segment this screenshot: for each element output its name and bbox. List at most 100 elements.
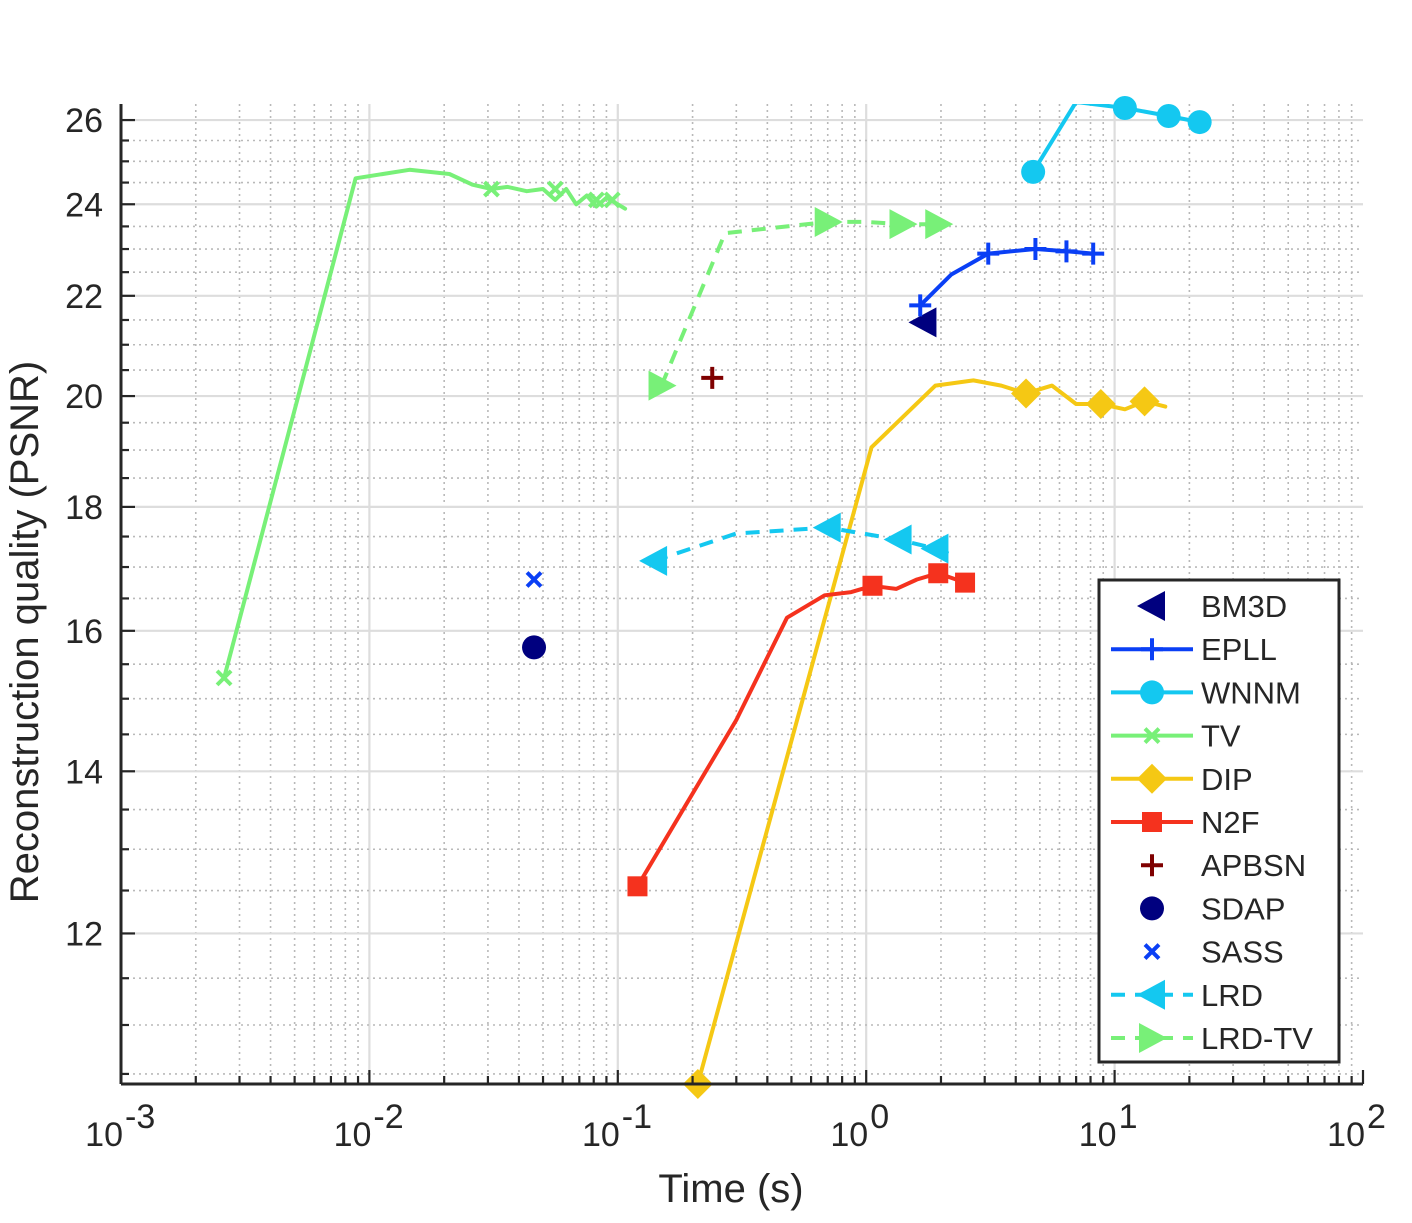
x-tick-label-exponent: -2: [373, 1098, 403, 1136]
legend-marker-wnnm: [1140, 680, 1164, 705]
marker-layer: [215, 95, 1212, 1099]
legend-marker-bm3d: [1137, 591, 1165, 621]
x-tick-label-base: 10: [1327, 1116, 1365, 1154]
data-point-lrd: [812, 512, 841, 543]
x-tick-label: 10 2: [1327, 1098, 1386, 1154]
legend-entry-epll: EPLL: [1111, 632, 1277, 667]
data-point-n2f: [955, 572, 976, 593]
y-tick-label: 18: [65, 489, 103, 527]
x-tick-label-base: 10: [334, 1116, 372, 1154]
data-point-bm3d: [908, 307, 937, 338]
legend-label-sass: SASS: [1201, 935, 1284, 970]
y-tick-label: 26: [65, 102, 103, 140]
data-point-wnnm: [1187, 110, 1212, 135]
legend-entry-bm3d: BM3D: [1137, 589, 1287, 624]
legend-marker-sdap: [1140, 896, 1164, 921]
x-tick-label-base: 10: [582, 1116, 620, 1154]
legend-label-tv: TV: [1201, 719, 1241, 754]
legend-label-apbsn: APBSN: [1201, 848, 1306, 883]
x-tick-label: 10 -2: [334, 1098, 404, 1154]
data-point-tv: [603, 191, 621, 209]
x-tick-label: 10 1: [1079, 1098, 1138, 1154]
data-point-lrd: [920, 533, 949, 564]
data-point-tv: [215, 669, 233, 687]
y-tick-label: 16: [65, 613, 103, 651]
data-point-n2f: [862, 575, 883, 596]
y-tick-label: 14: [65, 753, 103, 791]
legend-entry-sass: SASS: [1143, 935, 1284, 970]
legend-entry-lrd: LRD: [1111, 978, 1263, 1013]
legend-entry-sdap: SDAP: [1140, 891, 1285, 926]
data-point-wnnm: [1112, 95, 1137, 120]
y-tick-label: 12: [65, 915, 103, 953]
legend: BM3D EPLL WNNM TV DIP N2F APBSN SDAP SASS LRD LRD-…: [1097, 578, 1341, 1064]
legend-label-lrd: LRD: [1201, 978, 1263, 1013]
series-line-dip: [695, 378, 1168, 1084]
data-point-lrd: [883, 524, 912, 555]
legend-entry-n2f: N2F: [1111, 805, 1260, 840]
data-point-n2f: [928, 563, 949, 584]
x-tick-label-exponent: 0: [870, 1098, 889, 1136]
x-tick-label-base: 10: [85, 1116, 123, 1154]
data-point-epll: [1082, 242, 1105, 265]
legend-entry-apbsn: APBSN: [1141, 848, 1306, 883]
y-tick-label: 20: [65, 378, 103, 416]
series-line-n2f: [635, 571, 967, 889]
x-axis-title: Time (s): [658, 1167, 803, 1211]
data-point-lrd-tv: [814, 206, 843, 237]
legend-label-wnnm: WNNM: [1201, 675, 1301, 710]
legend-label-epll: EPLL: [1201, 632, 1277, 667]
legend-label-lrd-tv: LRD-TV: [1201, 1021, 1313, 1056]
data-point-epll: [1024, 238, 1047, 261]
y-axis-title: Reconstruction quality (PSNR): [3, 361, 47, 903]
data-point-dip: [1129, 386, 1160, 417]
x-tick-label-base: 10: [1079, 1116, 1117, 1154]
data-point-epll: [977, 242, 1000, 265]
legend-label-bm3d: BM3D: [1201, 589, 1287, 624]
legend-label-sdap: SDAP: [1201, 891, 1285, 926]
legend-marker-apbsn: [1141, 854, 1163, 877]
legend-entry-wnnm: WNNM: [1111, 675, 1301, 710]
legend-label-dip: DIP: [1201, 762, 1253, 797]
y-tick-label: 22: [65, 278, 103, 316]
data-point-n2f: [627, 876, 648, 897]
data-point-tv: [483, 180, 500, 198]
data-point-lrd-tv: [889, 209, 918, 240]
data-point-tv: [546, 180, 564, 198]
x-tick-label-exponent: -1: [622, 1098, 652, 1136]
y-tick-label: 24: [65, 186, 103, 224]
data-point-tv: [587, 191, 605, 209]
data-point-lrd: [639, 545, 668, 576]
legend-entry-tv: TV: [1111, 719, 1241, 754]
legend-marker-n2f: [1142, 812, 1162, 832]
legend-label-n2f: N2F: [1201, 805, 1260, 840]
data-point-sdap: [522, 635, 547, 660]
data-point-wnnm: [1021, 159, 1046, 184]
x-tick-label: 10 -3: [85, 1098, 155, 1154]
data-point-apbsn: [701, 366, 724, 389]
data-point-sass: [525, 571, 543, 588]
data-point-epll: [909, 294, 932, 317]
data-point-lrd-tv: [648, 370, 677, 401]
legend-entry-lrd-tv: LRD-TV: [1111, 1021, 1313, 1056]
legend-marker-tv: [1143, 727, 1161, 745]
x-tick-label-exponent: 1: [1119, 1098, 1138, 1136]
x-tick-label-base: 10: [830, 1116, 868, 1154]
x-tick-label-exponent: -3: [125, 1098, 155, 1136]
data-point-epll: [1055, 240, 1078, 263]
legend-marker-lrd: [1137, 979, 1165, 1010]
x-tick-label: 10 0: [830, 1098, 889, 1154]
data-point-dip: [1085, 388, 1116, 419]
legend-marker-epll: [1141, 638, 1163, 661]
legend-entry-dip: DIP: [1111, 762, 1253, 797]
x-tick-label-exponent: 2: [1367, 1098, 1386, 1136]
x-tick-label: 10 -1: [582, 1098, 652, 1154]
legend-marker-lrd-tv: [1139, 1023, 1167, 1053]
legend-marker-dip: [1137, 763, 1167, 794]
data-point-dip: [1011, 378, 1042, 409]
data-point-wnnm: [1156, 104, 1181, 129]
legend-marker-sass: [1143, 943, 1161, 961]
